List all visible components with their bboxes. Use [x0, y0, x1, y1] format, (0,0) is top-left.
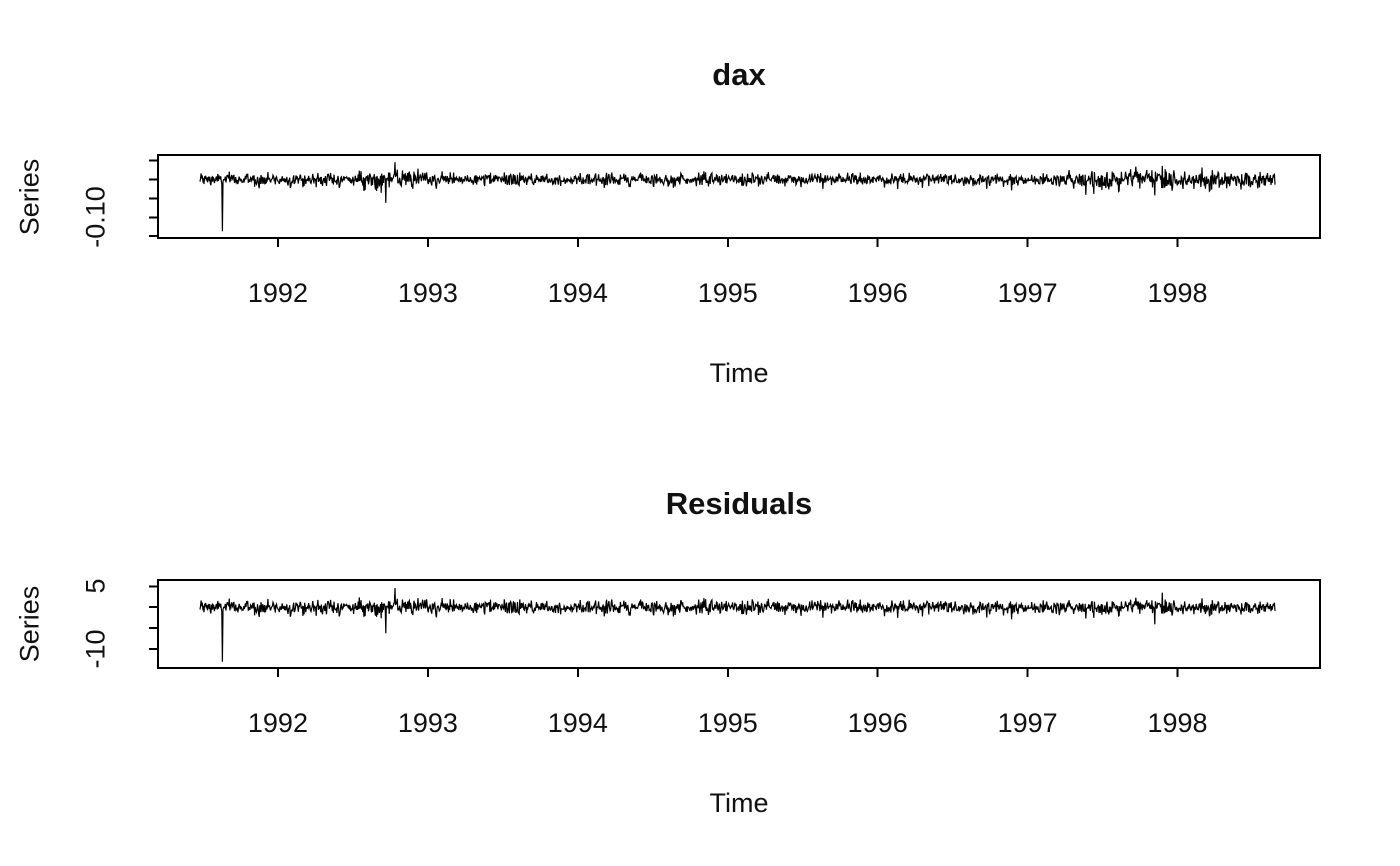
x-tick-label: 1998 — [1147, 278, 1208, 308]
x-tick-label: 1995 — [697, 708, 758, 738]
y-tick-label: 5 — [80, 578, 111, 594]
x-tick-label: 1996 — [847, 708, 908, 738]
x-axis-label: Time — [709, 358, 769, 388]
chart-title-dax: dax — [712, 57, 766, 92]
x-tick-label: 1998 — [1147, 708, 1208, 738]
dax-chart: dax Series Time 1992 1993 1994 1995 1996 1997… — [14, 57, 1321, 388]
dax-plot-area — [149, 154, 1321, 247]
x-tick-label: 1997 — [997, 708, 1058, 738]
residuals-chart: Residuals Series Time 1992 1993 1994 1995 19… — [0, 433, 1400, 866]
x-tick-label: 1994 — [547, 708, 608, 738]
x-tick-label: 1993 — [397, 708, 458, 738]
y-tick-label: -0.10 — [80, 186, 111, 249]
x-tick-label: 1992 — [247, 278, 308, 308]
series-line — [199, 587, 1276, 662]
x-tick-label: 1994 — [547, 278, 608, 308]
chart-title-residuals: Residuals — [665, 486, 813, 521]
y-tick-label: -10 — [80, 629, 111, 669]
plot-frame — [157, 579, 1321, 669]
x-tick-label: 1995 — [697, 278, 758, 308]
plot-frame — [157, 154, 1321, 239]
y-axis-label: Series — [14, 158, 45, 235]
x-axis-label: Time — [709, 788, 769, 818]
x-tick-label: 1993 — [397, 278, 458, 308]
residuals-plot-area — [149, 579, 1321, 677]
series-line — [199, 162, 1276, 232]
x-tick-label: 1997 — [997, 278, 1058, 308]
y-axis-label: Series — [14, 585, 45, 663]
x-tick-label: 1996 — [847, 278, 908, 308]
x-tick-label: 1992 — [247, 708, 308, 738]
